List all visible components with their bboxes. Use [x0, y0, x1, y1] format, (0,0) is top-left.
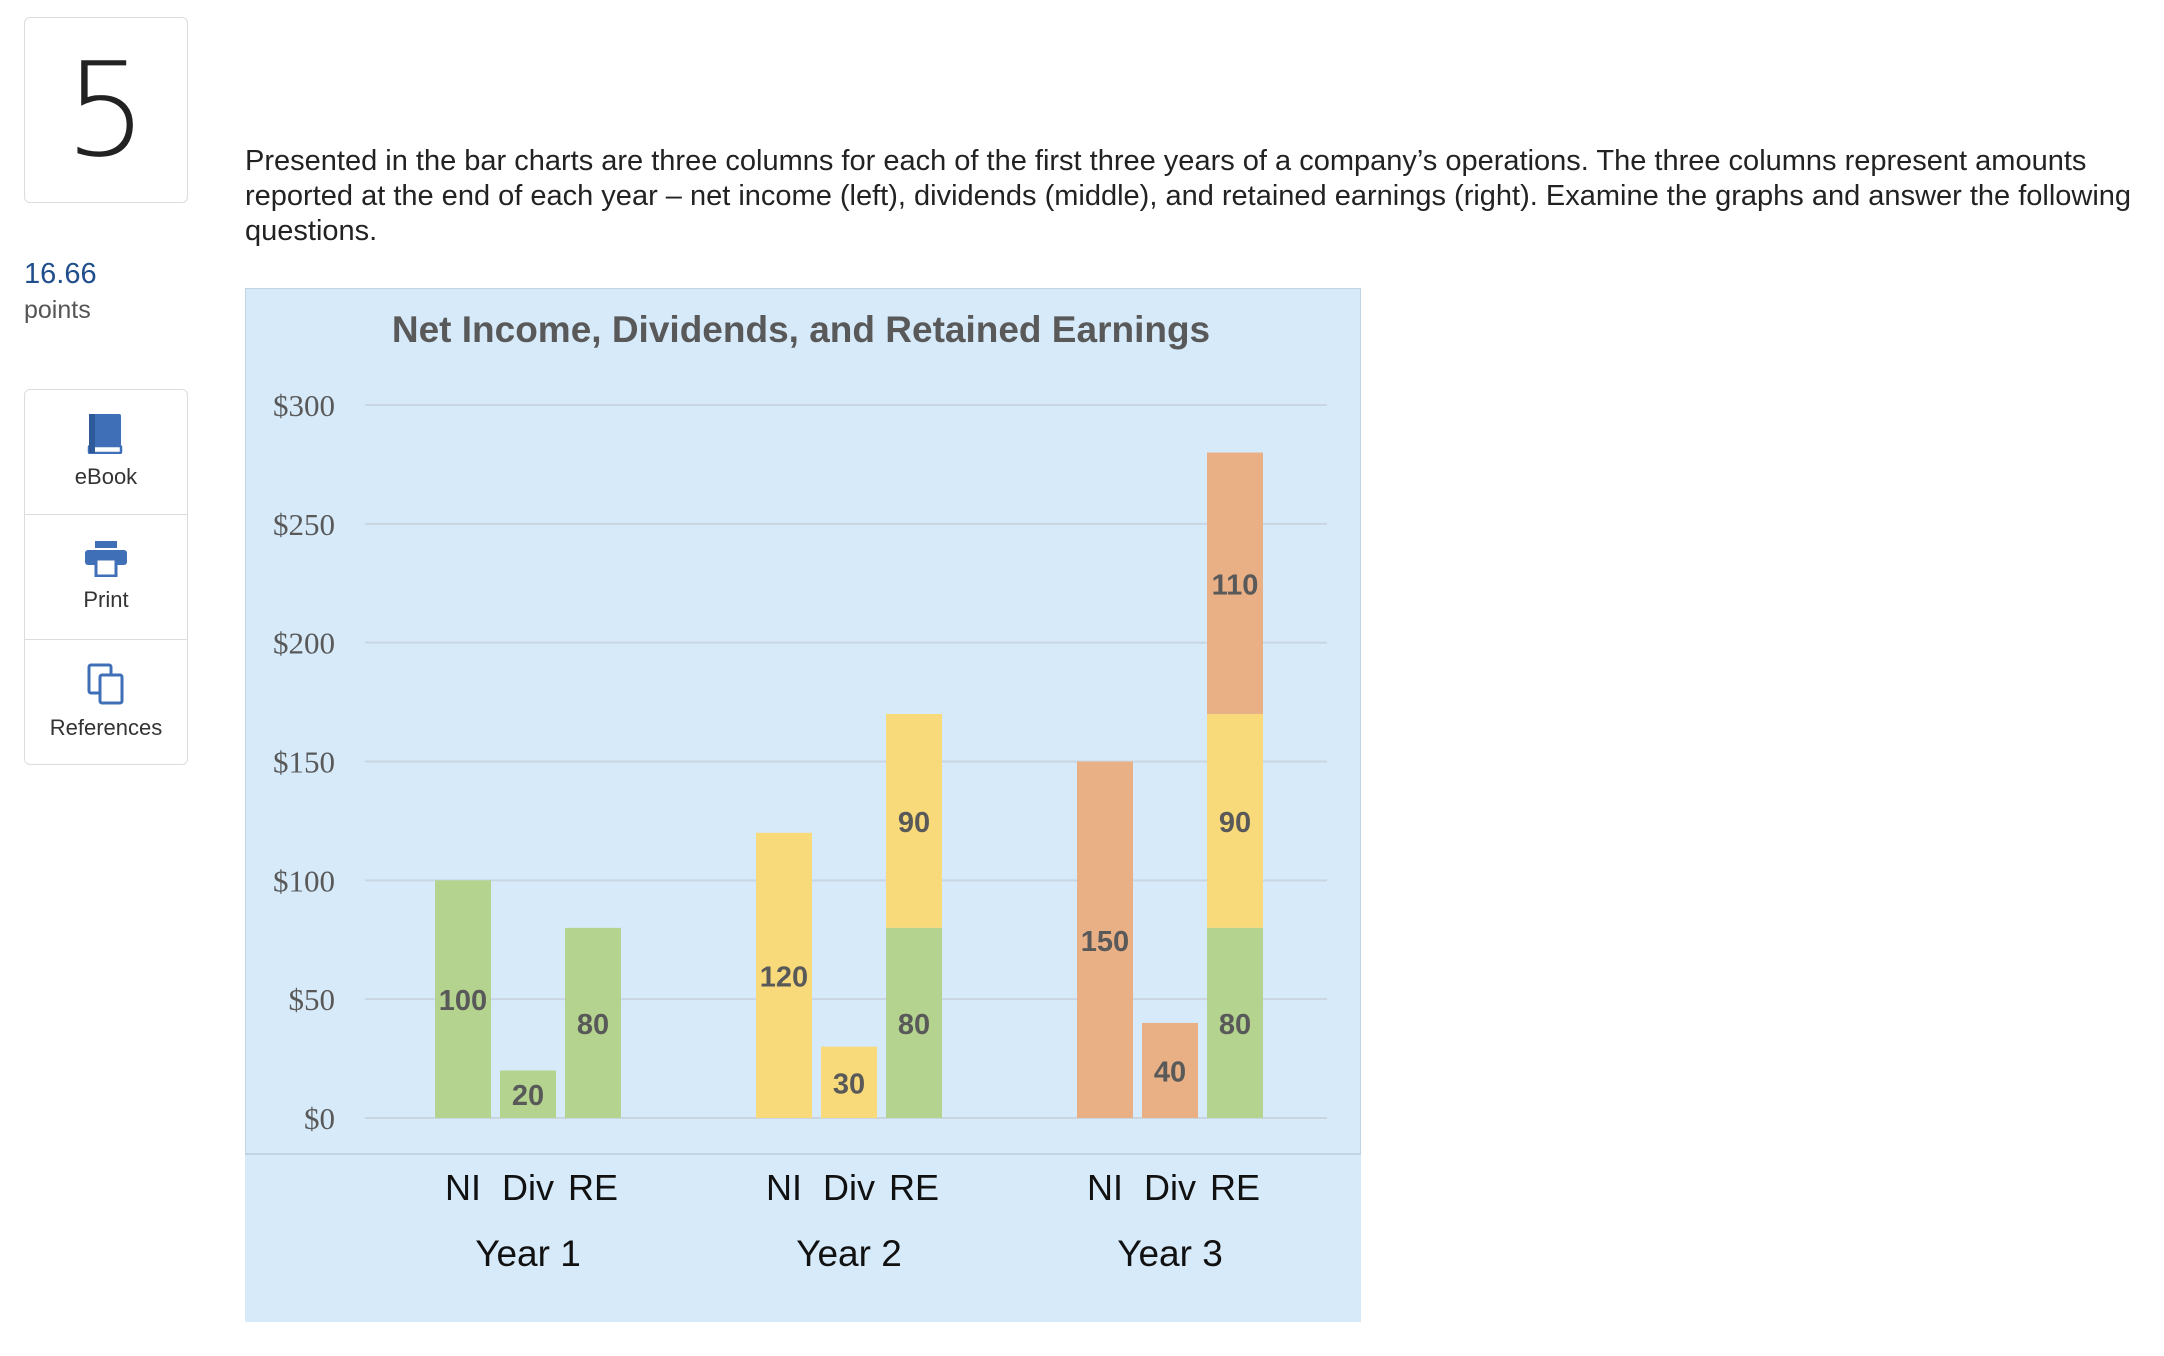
ebook-label: eBook [75, 464, 137, 490]
print-button[interactable]: Print [25, 515, 187, 640]
x-category-label: NI [1087, 1167, 1123, 1208]
bar-value-label: 110 [1212, 569, 1259, 601]
x-category-label: Div [823, 1167, 875, 1208]
y-tick-label: $150 [273, 745, 335, 780]
y-tick-label: $100 [273, 863, 335, 898]
points-label: points [24, 296, 91, 325]
x-group-label: Year 3 [1117, 1233, 1223, 1274]
bar-value-label: 90 [898, 807, 930, 839]
bar-value-label: 30 [833, 1068, 865, 1100]
y-tick-label: $50 [289, 982, 336, 1017]
printer-icon [85, 541, 127, 577]
y-tick-label: $200 [273, 626, 335, 661]
chart-title: Net Income, Dividends, and Retained Earn… [392, 309, 1210, 350]
x-category-label: NI [766, 1167, 802, 1208]
ebook-button[interactable]: eBook [25, 390, 187, 515]
question-text: Presented in the bar charts are three co… [245, 144, 2140, 249]
x-group-label: Year 2 [796, 1233, 902, 1274]
x-category-label: Div [502, 1167, 554, 1208]
chart-svg: Net Income, Dividends, and Retained Earn… [245, 288, 1361, 1322]
bar-value-label: 20 [512, 1080, 544, 1112]
bar-value-label: 150 [1081, 926, 1129, 958]
y-tick-label: $300 [273, 388, 335, 423]
copy-icon [87, 663, 125, 705]
question-number: 5 [65, 45, 148, 175]
print-label: Print [83, 587, 128, 613]
question-number-box: 5 [24, 17, 188, 203]
x-category-label: Div [1144, 1167, 1196, 1208]
x-category-label: NI [445, 1167, 481, 1208]
bar-value-label: 80 [1219, 1009, 1251, 1041]
bar-chart: Net Income, Dividends, and Retained Earn… [245, 288, 1361, 1322]
x-group-label: Year 1 [475, 1233, 581, 1274]
bar-value-label: 120 [760, 961, 808, 993]
x-category-label: RE [889, 1167, 939, 1208]
references-label: References [50, 715, 163, 741]
x-category-label: RE [568, 1167, 618, 1208]
bar-value-label: 100 [439, 985, 487, 1017]
y-tick-label: $250 [273, 507, 335, 542]
bar-value-label: 80 [577, 1009, 609, 1041]
bar-value-label: 40 [1154, 1056, 1186, 1088]
book-icon [87, 414, 125, 454]
points-value: 16.66 [24, 258, 97, 291]
tools-panel: eBook Print References [24, 389, 188, 765]
bar-value-label: 80 [898, 1009, 930, 1041]
y-tick-label: $0 [304, 1101, 335, 1136]
bar-value-label: 90 [1219, 807, 1251, 839]
references-button[interactable]: References [25, 640, 187, 764]
x-category-label: RE [1210, 1167, 1260, 1208]
